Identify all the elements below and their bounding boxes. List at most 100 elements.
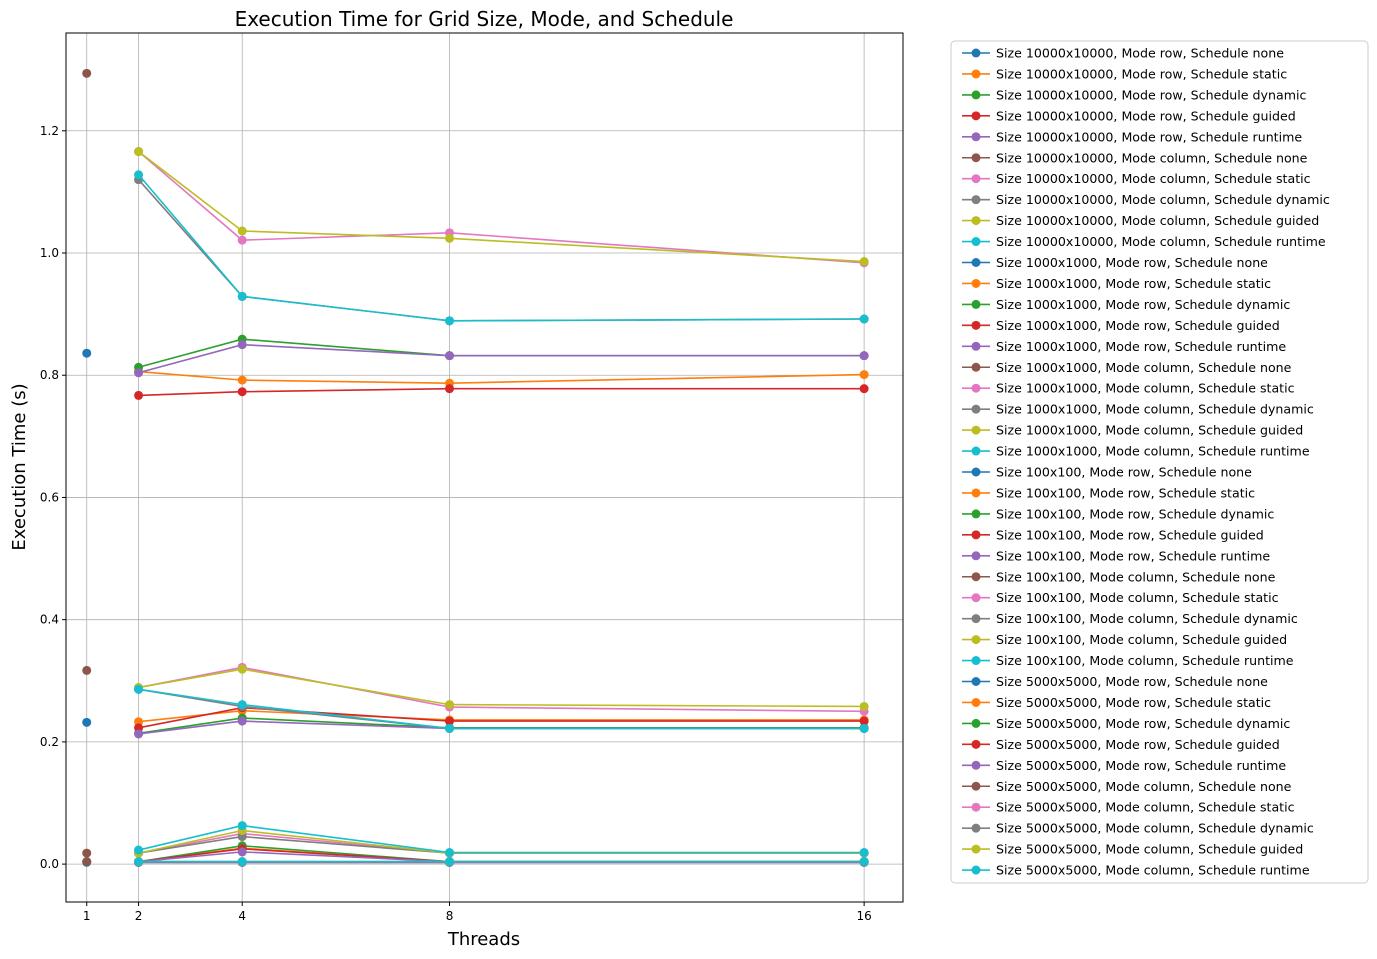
legend-entry: Size 100x100, Mode row, Schedule static: [962, 485, 1255, 500]
legend-label: Size 5000x5000, Mode column, Schedule st…: [996, 800, 1295, 815]
data-point: [237, 387, 247, 397]
legend-label: Size 1000x1000, Mode column, Schedule no…: [996, 360, 1292, 375]
data-point: [859, 848, 869, 857]
legend-marker: [971, 488, 981, 498]
legend-entry: Size 10000x10000, Mode column, Schedule …: [962, 171, 1311, 186]
series: [82, 717, 92, 727]
series-line: [138, 824, 865, 854]
series-line: [138, 835, 865, 854]
data-point: [445, 723, 455, 733]
legend-entry: Size 1000x1000, Mode column, Schedule no…: [962, 360, 1292, 375]
legend-label: Size 100x100, Mode row, Schedule dynamic: [996, 506, 1274, 521]
series: [82, 348, 92, 358]
legend-label: Size 100x100, Mode row, Schedule guided: [996, 527, 1264, 542]
y-tick-label: 0.0: [40, 857, 59, 871]
data-point: [237, 664, 247, 674]
legend-label: Size 10000x10000, Mode row, Schedule dyn…: [996, 87, 1306, 102]
legend-marker: [971, 760, 981, 770]
series: [134, 384, 869, 400]
legend-entry: Size 100x100, Mode row, Schedule runtime: [962, 548, 1270, 563]
data-point: [134, 684, 144, 694]
series: [134, 821, 869, 857]
plot-series: [82, 68, 869, 867]
legend-marker: [971, 404, 981, 414]
legend-entry: Size 5000x5000, Mode row, Schedule guide…: [962, 737, 1280, 752]
legend-entry: Size 10000x10000, Mode row, Schedule gui…: [962, 108, 1296, 123]
legend-label: Size 10000x10000, Mode column, Schedule …: [996, 213, 1319, 228]
legend-entry: Size 5000x5000, Mode column, Schedule st…: [962, 800, 1295, 815]
legend-label: Size 1000x1000, Mode row, Schedule dynam…: [996, 297, 1290, 312]
legend-label: Size 1000x1000, Mode row, Schedule runti…: [996, 339, 1286, 354]
legend-entry: Size 10000x10000, Mode column, Schedule …: [962, 192, 1330, 207]
series-line: [138, 848, 865, 863]
series: [134, 147, 869, 268]
data-point: [859, 351, 869, 361]
data-point: [445, 316, 455, 326]
legend-marker: [971, 551, 981, 561]
legend-label: Size 1000x1000, Mode row, Schedule none: [996, 255, 1268, 270]
legend-entry: Size 5000x5000, Mode column, Schedule ru…: [962, 863, 1310, 878]
x-tick-label: 2: [135, 909, 143, 923]
data-point: [237, 700, 247, 710]
legend-marker: [971, 656, 981, 666]
x-axis: 1 2 4 8 16: [83, 902, 872, 923]
y-tick-label: 1.2: [40, 124, 59, 138]
legend-entry: Size 5000x5000, Mode column, Schedule no…: [962, 779, 1292, 794]
data-point: [82, 665, 92, 675]
series: [134, 340, 869, 378]
legend-entry: Size 1000x1000, Mode row, Schedule guide…: [962, 318, 1280, 333]
legend-label: Size 100x100, Mode row, Schedule static: [996, 485, 1255, 500]
x-tick-label: 1: [83, 909, 91, 923]
legend-label: Size 5000x5000, Mode column, Schedule dy…: [996, 821, 1314, 836]
legend-marker: [971, 90, 981, 100]
data-point: [445, 857, 455, 867]
legend-entry: Size 5000x5000, Mode row, Schedule runti…: [962, 758, 1286, 773]
data-point: [237, 857, 247, 867]
series-line: [138, 688, 865, 730]
legend-label: Size 1000x1000, Mode column, Schedule ru…: [996, 444, 1310, 459]
series: [134, 664, 869, 711]
legend-marker: [971, 530, 981, 540]
legend-label: Size 10000x10000, Mode column, Schedule …: [996, 192, 1330, 207]
legend-label: Size 10000x10000, Mode column, Schedule …: [996, 234, 1326, 249]
y-tick-label: 1.0: [40, 246, 59, 260]
data-point: [237, 716, 247, 726]
series-line: [138, 150, 865, 263]
legend-entry: Size 5000x5000, Mode row, Schedule stati…: [962, 695, 1271, 710]
legend-marker: [971, 697, 981, 707]
legend-marker: [971, 341, 981, 351]
legend-entry: Size 10000x10000, Mode column, Schedule …: [962, 234, 1326, 249]
legend-label: Size 5000x5000, Mode column, Schedule gu…: [996, 842, 1303, 857]
legend-entry: Size 10000x10000, Mode row, Schedule sta…: [962, 66, 1287, 81]
legend-marker: [971, 362, 981, 372]
legend-entry: Size 5000x5000, Mode column, Schedule dy…: [962, 821, 1314, 836]
legend-entry: Size 100x100, Mode column, Schedule stat…: [962, 590, 1279, 605]
data-point: [134, 857, 144, 867]
legend-label: Size 5000x5000, Mode row, Schedule dynam…: [996, 716, 1290, 731]
x-tick-label: 8: [446, 909, 454, 923]
data-point: [134, 368, 144, 378]
legend-entry: Size 100x100, Mode row, Schedule none: [962, 465, 1252, 480]
y-tick-label: 0.8: [40, 368, 59, 382]
legend-marker: [971, 237, 981, 247]
grid-lines: [66, 33, 903, 902]
series-line: [138, 706, 865, 729]
data-point: [859, 314, 869, 324]
legend-marker: [971, 425, 981, 435]
data-point: [445, 384, 455, 394]
series-line: [137, 179, 865, 322]
data-point: [237, 291, 247, 301]
series: [134, 170, 869, 326]
series-line: [138, 688, 865, 730]
data-point: [445, 700, 455, 710]
data-point: [82, 848, 92, 858]
legend-marker: [971, 299, 981, 309]
series: [134, 684, 869, 733]
legend-label: Size 100x100, Mode column, Schedule dyna…: [996, 611, 1298, 626]
legend-label: Size 1000x1000, Mode column, Schedule dy…: [996, 402, 1314, 417]
legend-entry: Size 10000x10000, Mode column, Schedule …: [962, 150, 1308, 165]
legend-label: Size 100x100, Mode row, Schedule runtime: [996, 548, 1270, 563]
series: [82, 857, 92, 867]
data-point: [134, 845, 144, 855]
data-point: [237, 821, 247, 831]
